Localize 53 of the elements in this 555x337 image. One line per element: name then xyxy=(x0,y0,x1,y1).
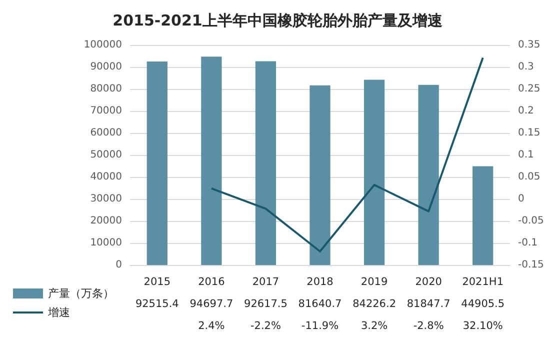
bar xyxy=(418,84,439,265)
bar xyxy=(472,166,494,265)
bar xyxy=(146,61,168,265)
y2-tick-label: 0.15 xyxy=(518,128,540,138)
bar xyxy=(364,80,385,265)
x-tick-label: 2015 xyxy=(144,276,171,288)
y2-tick-label: -0.15 xyxy=(518,260,544,270)
x-tick-label: 2019 xyxy=(360,276,388,288)
data-label: 92617.5 xyxy=(244,298,288,310)
data-label: 81847.7 xyxy=(406,298,450,310)
y2-tick-label: 0.05 xyxy=(518,172,540,182)
line-series xyxy=(210,56,484,252)
y2-tick-label: 0 xyxy=(518,194,524,204)
x-tick-label: 2021H1 xyxy=(462,276,504,288)
y-tick-label: 90000 xyxy=(90,62,122,72)
data-label: 44905.5 xyxy=(461,298,505,310)
y2-tick-label: -0.05 xyxy=(518,216,544,226)
data-label: 2.4% xyxy=(198,320,225,332)
data-label: 94697.7 xyxy=(190,298,234,310)
y-tick-label: 100000 xyxy=(84,40,122,50)
bar xyxy=(310,85,330,265)
bar xyxy=(201,56,222,265)
y-tick-label: 60000 xyxy=(90,128,122,138)
y2-tick-label: -0.1 xyxy=(518,238,538,248)
data-label: 92515.4 xyxy=(135,298,180,310)
data-label: 32.10% xyxy=(462,320,503,332)
y2-tick-label: 0.2 xyxy=(518,106,534,116)
y-tick-label: 70000 xyxy=(90,106,122,116)
y-tick-label: 0 xyxy=(116,260,122,270)
y-tick-label: 20000 xyxy=(90,216,122,226)
x-tick-label: 2018 xyxy=(306,276,334,288)
x-tick-label: 2020 xyxy=(415,276,442,288)
x-tick-label: 2017 xyxy=(252,276,280,288)
bar xyxy=(255,61,276,265)
y-tick-label: 40000 xyxy=(90,172,122,182)
data-label: 3.2% xyxy=(360,320,388,332)
y2-tick-label: 0.35 xyxy=(518,40,540,50)
y-tick-label: 80000 xyxy=(90,84,122,94)
data-label: 84226.2 xyxy=(352,298,396,310)
legend-label: 产量（万条） xyxy=(48,287,114,300)
data-label: -2.2% xyxy=(250,320,281,332)
y2-tick-label: 0.25 xyxy=(518,84,540,94)
chart-title: 2015-2021上半年中国橡胶轮胎外胎产量及增速 xyxy=(112,12,444,30)
y2-tick-label: 0.1 xyxy=(518,150,534,160)
y2-tick-label: 0.3 xyxy=(518,62,534,72)
y-tick-label: 50000 xyxy=(90,150,122,160)
y-tick-label: 10000 xyxy=(90,238,122,248)
data-label: -11.9% xyxy=(301,320,339,332)
data-label: 81640.7 xyxy=(298,298,342,310)
x-tick-label: 2016 xyxy=(198,276,226,288)
data-label: -2.8% xyxy=(413,320,444,332)
y-tick-label: 30000 xyxy=(90,194,122,204)
legend-label: 增速 xyxy=(47,306,70,319)
